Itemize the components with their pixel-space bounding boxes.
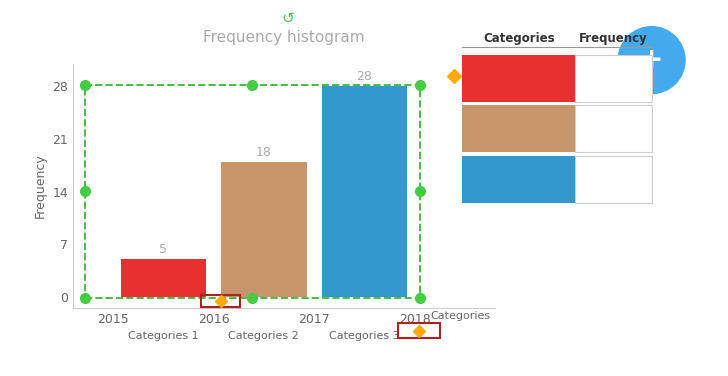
Bar — [575, 105, 652, 152]
Circle shape — [618, 27, 685, 94]
Text: Categories 3: Categories 3 — [477, 173, 561, 186]
Bar — [202, 295, 240, 307]
Bar — [121, 259, 206, 297]
Text: Categories 2: Categories 2 — [229, 331, 299, 341]
Text: 28: 28 — [606, 173, 621, 186]
Text: Categories 1: Categories 1 — [477, 71, 561, 85]
Bar — [85, 85, 419, 298]
Bar — [462, 156, 575, 203]
Bar — [462, 105, 575, 152]
Text: Categories 3: Categories 3 — [329, 331, 400, 341]
Text: Categories 2: Categories 2 — [477, 122, 561, 135]
Bar — [221, 162, 306, 297]
Text: Categories: Categories — [483, 32, 555, 45]
Text: Frequency: Frequency — [579, 32, 648, 45]
Text: 28: 28 — [357, 70, 372, 83]
Text: 18: 18 — [606, 122, 621, 135]
Text: 18: 18 — [256, 146, 272, 159]
Text: Frequency histogram: Frequency histogram — [203, 30, 365, 45]
Bar — [397, 323, 440, 338]
Y-axis label: Frequency: Frequency — [33, 154, 47, 218]
Bar — [575, 156, 652, 203]
Text: Categories: Categories — [430, 311, 490, 321]
Bar — [575, 55, 652, 102]
Text: ↺: ↺ — [281, 11, 294, 26]
Text: +: + — [640, 46, 663, 74]
Text: 5: 5 — [159, 243, 167, 256]
Bar — [322, 86, 407, 297]
Bar — [462, 55, 575, 102]
Text: 5: 5 — [609, 71, 617, 85]
Text: Categories 1: Categories 1 — [128, 331, 199, 341]
